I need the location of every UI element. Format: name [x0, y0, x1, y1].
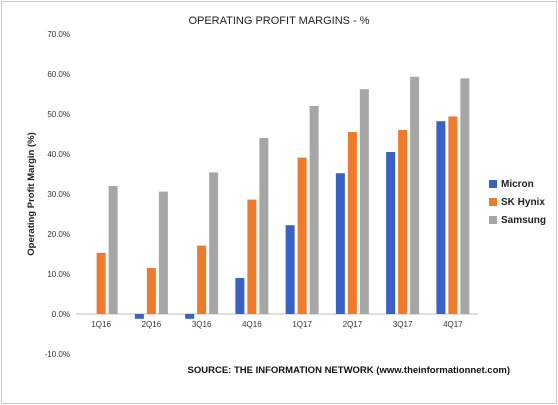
bar-sk-hynix-2q17 — [347, 132, 357, 314]
x-tick-label: 1Q17 — [292, 320, 312, 329]
x-tick-label: 3Q17 — [393, 320, 413, 329]
bar-micron-1q17 — [285, 225, 295, 314]
x-axis-ticks: 1Q16 2Q16 3Q16 4Q16 1Q17 2Q17 3Q17 4Q17 — [91, 320, 463, 329]
bar-samsung-2q16 — [158, 191, 168, 314]
bar-samsung-2q17 — [359, 89, 369, 314]
legend-swatch — [489, 180, 497, 188]
y-tick-label: 70.0% — [47, 30, 70, 39]
y-tick-label: 60.0% — [47, 70, 70, 79]
bar-samsung-3q17 — [410, 76, 420, 314]
bar-micron-4q16 — [235, 278, 245, 314]
bar-samsung-1q16 — [108, 186, 118, 314]
bar-sk-hynix-3q16 — [197, 245, 207, 314]
bar-micron-3q16 — [185, 314, 195, 319]
y-tick-label: 30.0% — [47, 190, 70, 199]
bar-micron-3q17 — [386, 152, 396, 314]
legend: Micron SK Hynix Samsung — [489, 179, 546, 226]
x-tick-label: 4Q17 — [443, 320, 463, 329]
y-tick-label: 10.0% — [47, 270, 70, 279]
bar-sk-hynix-1q16 — [96, 252, 106, 314]
chart-title: OPERATING PROFIT MARGINS - % — [188, 15, 369, 27]
y-tick-label: 0.0% — [52, 310, 70, 319]
legend-swatch — [489, 198, 497, 206]
source-note: SOURCE: THE INFORMATION NETWORK (www.the… — [188, 365, 510, 376]
y-axis-label: Operating Profit Margin (%) — [26, 132, 37, 256]
bar-sk-hynix-3q17 — [398, 130, 408, 314]
legend-label: Samsung — [501, 215, 546, 226]
bar-samsung-4q17 — [460, 78, 470, 315]
bar-sk-hynix-2q16 — [146, 268, 156, 314]
bar-micron-4q17 — [436, 121, 446, 314]
y-tick-label: 50.0% — [47, 110, 70, 119]
bar-samsung-4q16 — [259, 138, 269, 314]
y-tick-label: -10.0% — [45, 350, 70, 359]
bar-sk-hynix-4q17 — [448, 116, 458, 315]
bar-sk-hynix-4q16 — [247, 199, 257, 314]
bar-micron-2q17 — [335, 173, 345, 314]
bar-micron-2q16 — [134, 314, 144, 319]
legend-label: Micron — [501, 179, 534, 190]
legend-swatch — [489, 216, 497, 224]
bars-group — [96, 76, 470, 319]
x-tick-label: 3Q16 — [192, 320, 212, 329]
legend-label: SK Hynix — [501, 197, 545, 208]
x-tick-label: 4Q16 — [242, 320, 262, 329]
bar-samsung-3q16 — [209, 172, 219, 314]
x-tick-label: 2Q17 — [343, 320, 363, 329]
x-tick-label: 2Q16 — [142, 320, 162, 329]
y-tick-label: 20.0% — [47, 230, 70, 239]
y-axis-ticks: 70.0% 60.0% 50.0% 40.0% 30.0% 20.0% 10.0% 0.0% -… — [45, 30, 70, 359]
bar-samsung-1q17 — [309, 106, 319, 314]
x-tick-label: 1Q16 — [91, 320, 111, 329]
y-tick-label: 40.0% — [47, 150, 70, 159]
bar-sk-hynix-1q17 — [297, 157, 307, 314]
